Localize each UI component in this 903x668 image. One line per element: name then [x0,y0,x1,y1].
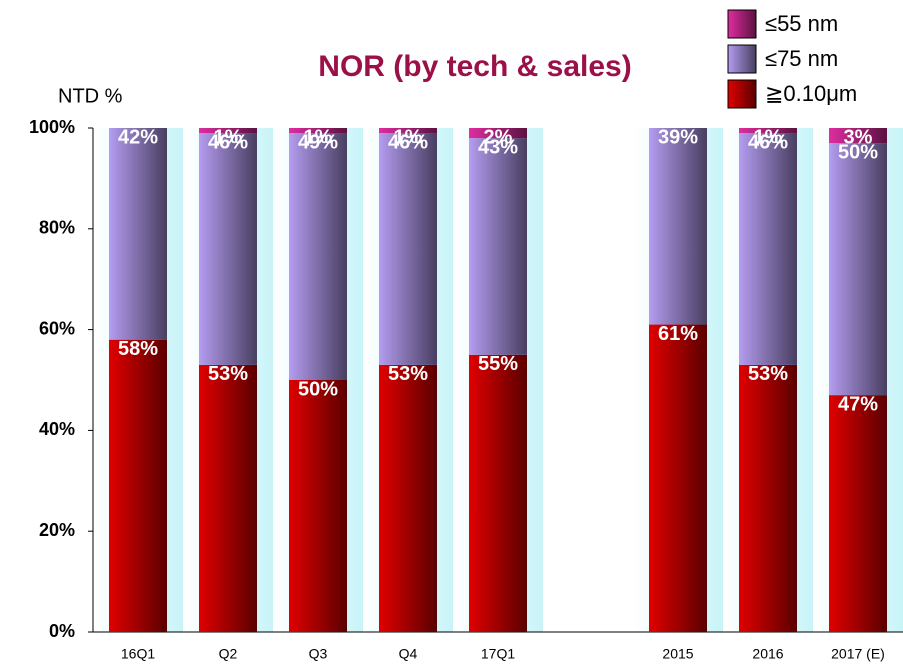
bar-shade [739,128,797,134]
bar-shade [379,364,437,632]
y-tick-label: 20% [39,520,75,540]
x-tick-label: 2015 [662,646,693,662]
data-label: 55% [478,353,518,375]
legend-shade [728,10,756,38]
bar-shade [829,128,887,144]
bar-shade [379,133,437,365]
data-label: 46% [748,131,788,153]
data-label: 46% [208,131,248,153]
x-tick-label: 2016 [752,646,783,662]
data-label: 3% [844,126,873,148]
data-label: 43% [478,136,518,158]
y-tick-label: 40% [39,419,75,439]
bar-shade [469,138,527,355]
bar-shade [199,128,257,134]
bar-shade [829,395,887,632]
bar-shade [109,128,167,340]
x-tick-label: 17Q1 [481,646,515,662]
data-label: 42% [118,126,158,148]
x-tick-label: Q4 [399,646,418,662]
x-tick-label: 2017 (E) [831,646,885,662]
data-label: 39% [658,126,698,148]
data-label: 50% [298,378,338,400]
x-tick-label: Q2 [219,646,238,662]
bar-shade [649,128,707,325]
bar-shade [469,354,527,632]
data-label: 49% [298,131,338,153]
data-label: 1% [304,126,333,148]
x-tick-label: 16Q1 [121,646,155,662]
bar-shade [829,143,887,396]
y-tick-label: 100% [29,117,75,137]
bar-shade [649,324,707,632]
data-label: 50% [838,141,878,163]
y-tick-label: 60% [39,318,75,338]
y-tick-label: 0% [49,621,75,641]
bar-shade [289,133,347,380]
bar-shade [739,364,797,632]
legend-label: ≤75 nm [765,46,838,71]
legend-shade [728,45,756,73]
data-label: 61% [658,323,698,345]
bar-shade [289,380,347,632]
bar-shade [109,339,167,632]
bar-shade [469,128,527,139]
bar-shade [379,128,437,134]
data-label: 53% [388,363,428,385]
y-tick-label: 80% [39,218,75,238]
data-label: 53% [748,363,788,385]
bar-shade [739,133,797,365]
data-label: 1% [214,126,243,148]
bar-shade [199,364,257,632]
legend-label: ≤55 nm [765,11,838,36]
data-label: 46% [388,131,428,153]
bar-shade [289,128,347,134]
bar-shade [199,133,257,365]
data-label: 53% [208,363,248,385]
data-label: 2% [484,126,513,148]
y-axis-label: NTD % [58,85,123,107]
chart-title: NOR (by tech & sales) [318,50,631,83]
data-label: 47% [838,393,878,415]
legend-shade [728,80,756,108]
legend-label: ≧0.10μm [765,81,857,106]
data-label: 1% [394,126,423,148]
x-tick-label: Q3 [309,646,328,662]
data-label: 58% [118,338,158,360]
data-label: 1% [754,126,783,148]
